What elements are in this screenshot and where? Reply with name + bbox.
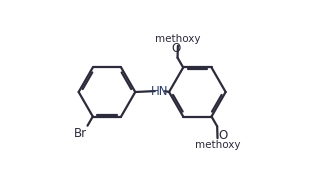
Text: methoxy: methoxy <box>155 34 201 44</box>
Text: O: O <box>218 129 227 142</box>
Text: methoxy: methoxy <box>195 140 240 150</box>
Text: Br: Br <box>74 127 87 140</box>
Text: HN: HN <box>151 85 169 98</box>
Text: O: O <box>171 43 181 56</box>
